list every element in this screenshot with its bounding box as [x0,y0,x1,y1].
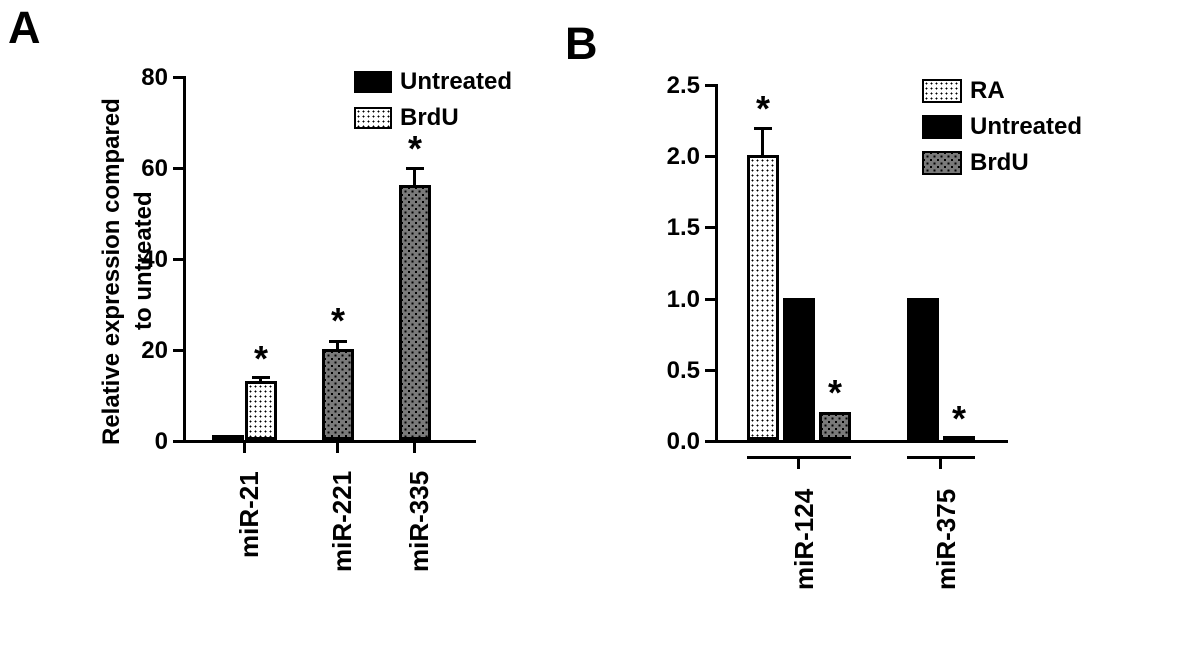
panel-a-ylabel-40: 40 [126,246,168,274]
panel-b-legend-label-brdu: BrdU [970,149,1029,177]
figure: A B Relative expression compared to untr… [0,0,1200,659]
panel-a-star-mir221: * [324,300,352,342]
panel-a-bar-mir21-brdu [245,381,277,440]
panel-a-cat-mir221: miR-221 [327,471,358,572]
panel-a-legend-label-brdu: BrdU [400,104,459,132]
panel-a-ylabel-60: 60 [126,155,168,183]
panel-a-ytick-80 [173,76,183,79]
panel-b-ytick-20 [705,155,715,158]
panel-a-xtick-mir221 [336,443,339,453]
panel-b-cat-mir375: miR-375 [931,489,962,590]
panel-a-ytick-0 [173,440,183,443]
panel-b-ylabel-0: 0.0 [654,428,700,456]
panel-b-drop-mir375 [939,459,942,469]
panel-b-star-mir124-ra: * [749,88,777,130]
panel-b-bar-mir375-untreated [907,298,939,440]
panel-a-ylabel-20: 20 [126,337,168,365]
panel-a-ytick-20 [173,349,183,352]
panel-b-star-mir124-brdu: * [821,372,849,414]
panel-b-bar-mir124-untreated [783,298,815,440]
panel-b-ylabel-10: 1.0 [654,286,700,314]
panel-a-ylabel-80: 80 [126,64,168,92]
panel-b-ytick-05 [705,369,715,372]
panel-b-y-axis [715,84,718,443]
panel-b-ylabel-15: 1.5 [654,214,700,242]
panel-b-legend-swatch-brdu [922,151,962,175]
panel-a-bar-mir21-untreated [212,435,244,441]
panel-b-drop-mir124 [797,459,800,469]
panel-a-star-mir21: * [247,338,275,380]
panel-b-ytick-15 [705,226,715,229]
panel-b-ytick-25 [705,84,715,87]
panel-a-cat-mir21: miR-21 [234,471,265,558]
panel-b-legend-label-ra: RA [970,77,1005,105]
panel-b-bar-mir124-ra [747,155,779,440]
panel-a-legend-swatch-brdu [354,107,392,129]
panel-a-ylabel-0: 0 [136,428,168,456]
panel-a-y-axis [183,76,186,443]
panel-a-xtick-mir21 [243,443,246,453]
panel-b-legend-label-untreated: Untreated [970,113,1082,141]
panel-a-star-mir335: * [401,128,429,170]
panel-a-label: A [8,2,41,54]
panel-a-xtick-mir335 [413,443,416,453]
panel-b-ylabel-05: 0.5 [654,357,700,385]
panel-b-ylabel-25: 2.5 [654,72,700,100]
panel-a-ytick-40 [173,258,183,261]
panel-b-bar-mir124-brdu [819,412,851,440]
panel-b-ylabel-20: 2.0 [654,143,700,171]
panel-a-bar-mir221-brdu [322,349,354,440]
panel-b-legend-swatch-untreated [922,115,962,139]
panel-b-legend-swatch-ra [922,79,962,103]
panel-b-ytick-0 [705,440,715,443]
panel-a-legend-label-untreated: Untreated [400,68,512,96]
panel-b-err-mir124-ra-v [761,127,764,155]
panel-b-star-mir375-brdu: * [945,398,973,440]
panel-b-cat-mir124: miR-124 [789,489,820,590]
panel-b-label: B [565,18,598,70]
panel-a-ytick-60 [173,167,183,170]
panel-b-ytick-10 [705,298,715,301]
panel-a-y-title-line1: Relative expression compared [98,98,126,445]
panel-a-bar-mir335-brdu [399,185,431,440]
panel-a-cat-mir335: miR-335 [404,471,435,572]
panel-a-legend-swatch-untreated [354,71,392,93]
